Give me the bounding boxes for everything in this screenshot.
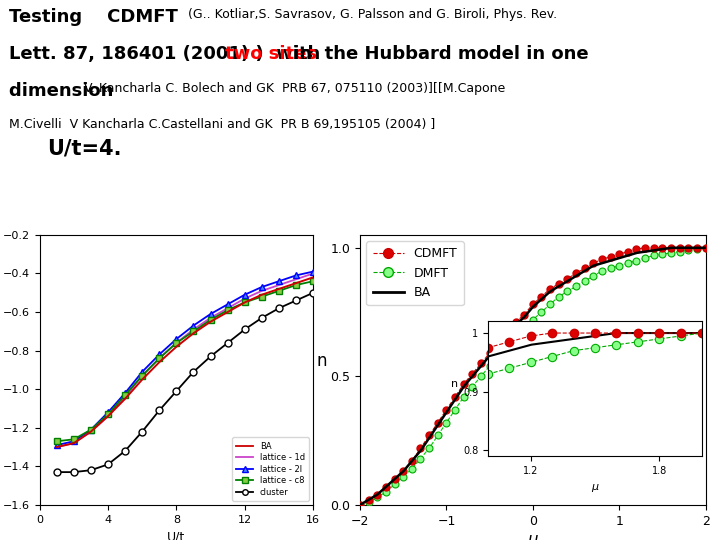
Text: Testing    CDMFT: Testing CDMFT xyxy=(9,8,184,26)
Text: in  the Hubbard model in one: in the Hubbard model in one xyxy=(287,45,589,63)
X-axis label: U/t: U/t xyxy=(167,530,186,540)
Text: two sites: two sites xyxy=(225,45,318,63)
X-axis label: $\mu$: $\mu$ xyxy=(527,533,539,540)
Text: V. Kancharla C. Bolech and GK  PRB 67, 075110 (2003)][[M.Capone: V. Kancharla C. Bolech and GK PRB 67, 07… xyxy=(84,82,505,94)
Text: Lett. 87, 186401 (2001) )  with: Lett. 87, 186401 (2001) ) with xyxy=(9,45,327,63)
Y-axis label: n: n xyxy=(317,352,327,370)
Text: U/t=4.: U/t=4. xyxy=(47,138,121,158)
Legend: CDMFT, DMFT, BA: CDMFT, DMFT, BA xyxy=(366,241,464,305)
Text: dimension: dimension xyxy=(9,82,120,99)
Text: M.Civelli  V Kancharla C.Castellani and GK  PR B 69,195105 (2004) ]: M.Civelli V Kancharla C.Castellani and G… xyxy=(9,118,436,131)
Text: (G.. Kotliar,S. Savrasov, G. Palsson and G. Biroli, Phys. Rev.: (G.. Kotliar,S. Savrasov, G. Palsson and… xyxy=(188,8,557,21)
Legend: BA, lattice - 1d, lattice - 2l, lattice - c8, cluster: BA, lattice - 1d, lattice - 2l, lattice … xyxy=(233,437,309,501)
